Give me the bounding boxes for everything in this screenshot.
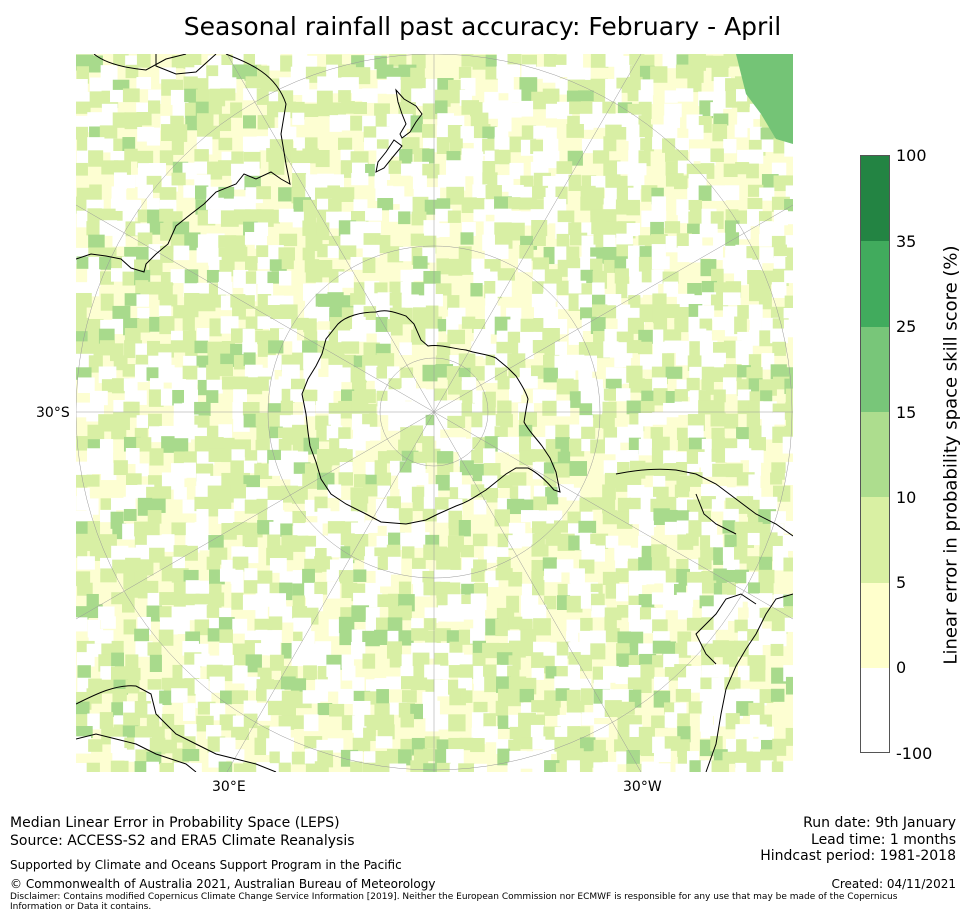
lead-time: Lead time: 1 months: [811, 832, 956, 848]
antarctica-outline: [301, 310, 561, 525]
colorbar-segment: [861, 497, 889, 583]
colorbar-tick: 5: [896, 573, 907, 592]
colorbar-segment: [861, 412, 889, 497]
colorbar-tick: 15: [896, 403, 917, 422]
colorbar-segment: [861, 156, 889, 241]
colorbar-tick: 25: [896, 317, 917, 336]
longitude-label-30e: 30°E: [212, 779, 246, 795]
footer-copyright: © Commonwealth of Australia 2021, Austra…: [10, 877, 436, 891]
australia-outline: [76, 54, 291, 273]
colorbar-tick: 10: [896, 488, 917, 507]
hindcast-period: Hindcast period: 1981-2018: [760, 848, 956, 864]
footer-method: Median Linear Error in Probability Space…: [10, 815, 340, 831]
graticule: [76, 54, 793, 772]
run-date: Run date: 9th January: [803, 815, 956, 831]
skill-field: [76, 54, 793, 772]
coastlines: [76, 54, 793, 772]
colorbar-segment: [861, 241, 889, 327]
chart-title: Seasonal rainfall past accuracy: Februar…: [183, 12, 782, 41]
latitude-label: 30°S: [36, 405, 70, 421]
longitude-label-30w: 30°W: [623, 779, 662, 795]
colorbar: [860, 155, 890, 753]
polar-map: [76, 54, 793, 772]
colorbar-segment: [861, 583, 889, 668]
map-panel[interactable]: [76, 54, 793, 772]
colorbar-segment: [861, 327, 889, 412]
new-zealand-outline: [375, 88, 423, 173]
africa-outline: [76, 685, 277, 772]
colorbar-tick: 100: [896, 146, 927, 165]
created-date: Created: 04/11/2021: [831, 877, 956, 891]
colorbar-tick: 0: [896, 658, 907, 677]
colorbar-segment: [861, 668, 889, 752]
footer-disclaimer: Disclaimer: Contains modified Copernicus…: [10, 892, 898, 912]
colorbar-tick: -100: [896, 744, 933, 763]
colorbar-tick: 35: [896, 232, 917, 251]
footer-source: Source: ACCESS-S2 and ERA5 Climate Reana…: [10, 833, 355, 849]
colorbar-label: Linear error in probability space skill …: [940, 245, 962, 665]
south-america-outline: [615, 468, 793, 772]
footer-support: Supported by Climate and Oceans Support …: [10, 858, 402, 872]
